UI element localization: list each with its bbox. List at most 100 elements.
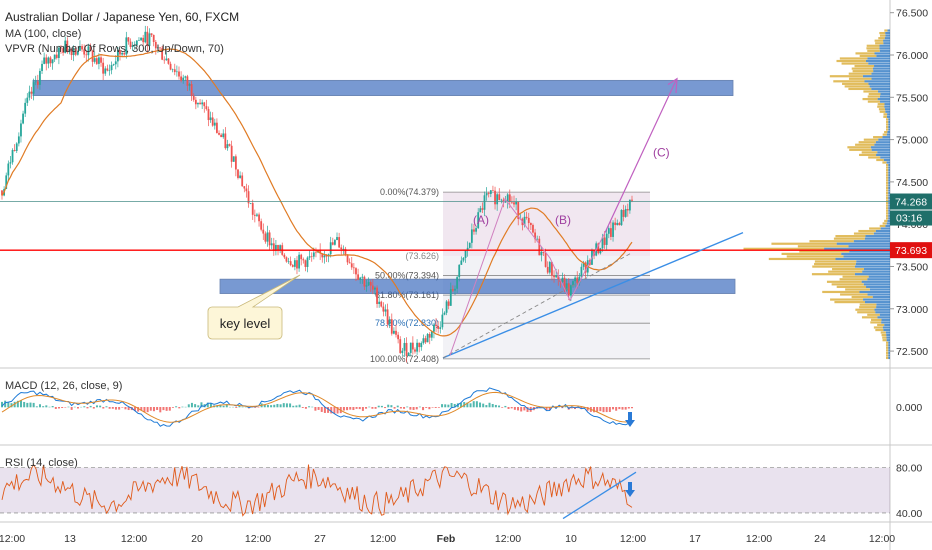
projection-arrow[interactable] — [604, 80, 677, 233]
macd-histogram-bar — [32, 402, 35, 408]
candle-body — [45, 57, 48, 64]
vpvr-bar — [886, 351, 889, 354]
macd-histogram-bar — [479, 402, 482, 408]
candle-body — [289, 261, 292, 266]
vpvr-bar — [886, 354, 889, 357]
vpvr-bar — [868, 275, 890, 278]
candle-body — [178, 71, 180, 77]
vpvr-bar — [888, 189, 890, 192]
fibonacci-retracement[interactable]: 0.00%(74.379) 50.00%(73.394) 61.80%(73.161… — [370, 187, 650, 364]
vpvr-bar — [888, 204, 890, 207]
vpvr-profile — [743, 29, 890, 360]
macd-histogram-bar — [73, 406, 76, 408]
macd-histogram-bar — [627, 407, 630, 409]
rsi-trendline[interactable] — [562, 471, 637, 520]
vpvr-bar — [884, 37, 890, 40]
candle-body — [321, 253, 324, 258]
candle-body — [319, 249, 322, 254]
vpvr-bar — [885, 110, 890, 113]
time-tick-label: 12:00 — [495, 533, 521, 545]
candle-body — [39, 70, 41, 85]
candle-body — [605, 233, 608, 245]
candle-body — [201, 102, 204, 105]
arrow-head — [667, 77, 678, 94]
price-tick-label: 73.000 — [896, 304, 928, 316]
candle-body — [513, 202, 515, 205]
vpvr-bar — [875, 42, 884, 45]
macd-histogram-bar — [621, 407, 624, 410]
candle-body — [338, 237, 341, 248]
candle-body — [540, 251, 543, 256]
macd-histogram-bar — [1, 401, 3, 408]
candle-body — [142, 37, 145, 43]
macd-histogram-bar — [333, 407, 336, 414]
candle-body — [569, 285, 572, 296]
candle-body — [150, 33, 153, 35]
vpvr-bar — [886, 212, 889, 215]
vpvr-bar — [870, 318, 882, 321]
vpvr-bar — [886, 196, 889, 200]
key-level-zone[interactable] — [219, 278, 736, 294]
macd-histogram-bar — [349, 407, 352, 410]
candle-body — [312, 252, 315, 257]
candle-body — [133, 45, 136, 46]
candle-body — [298, 254, 300, 269]
resistance-zone[interactable] — [32, 79, 734, 96]
candle-body — [251, 203, 254, 215]
vpvr-bar — [847, 146, 871, 149]
vpvr-bar — [868, 156, 881, 159]
vpvr-bar — [771, 242, 837, 245]
time-tick-label: 27 — [314, 533, 326, 545]
fib-level-label: 50.00%(73.394) — [375, 270, 439, 280]
wave-label-a: (A) — [473, 213, 489, 227]
candle-body — [287, 261, 290, 262]
vpvr-indicator-label: VPVR (Number Of Rows, 300, Up/Down, 70) — [5, 43, 224, 55]
vpvr-bar — [848, 87, 872, 91]
vpvr-bar — [873, 136, 883, 139]
vpvr-bar — [868, 62, 890, 65]
trendline[interactable] — [442, 231, 744, 359]
candle-body — [277, 245, 279, 250]
vpvr-bar — [883, 113, 888, 116]
candle-body — [74, 48, 77, 55]
vpvr-bar — [822, 290, 860, 294]
candle-body — [357, 274, 359, 280]
macd-histogram-bar — [282, 403, 285, 408]
candle-body — [291, 265, 294, 267]
vpvr-bar — [886, 179, 889, 182]
vpvr-bar — [873, 326, 883, 329]
vpvr-bar — [886, 334, 890, 337]
vpvr-bar — [883, 158, 890, 162]
macd-histogram-bar — [523, 407, 526, 411]
ma-indicator-label: MA (100, close) — [5, 28, 81, 40]
fib-level-label: 78.60%(72.830) — [375, 318, 439, 328]
macd-histogram-bar — [482, 403, 485, 408]
trendline-dashed[interactable] — [442, 253, 631, 359]
candle-body — [371, 285, 374, 290]
wave-label-b: (B) — [555, 213, 571, 227]
candle-body — [114, 61, 117, 65]
candle-body — [237, 169, 239, 178]
macd-histogram-bar — [488, 402, 491, 408]
vpvr-bar — [849, 148, 872, 151]
candle-body — [334, 240, 336, 245]
vpvr-bar — [879, 44, 890, 47]
candle-body — [348, 262, 351, 264]
vpvr-bar — [888, 120, 890, 124]
candle-body — [561, 277, 564, 283]
macd-histogram-bar — [428, 407, 431, 410]
macd-histogram-bar — [273, 404, 276, 408]
candle-body — [572, 281, 574, 286]
candle-body — [308, 256, 311, 258]
candle-body — [395, 330, 397, 335]
candle-body — [390, 319, 393, 334]
macd-histogram-bar — [86, 407, 89, 409]
vpvr-bar — [888, 191, 890, 195]
macd-histogram-bar — [159, 407, 162, 413]
macd-histogram-bar — [235, 407, 238, 408]
candle-body — [388, 319, 391, 325]
vpvr-bar — [887, 113, 890, 116]
vpvr-bar — [870, 146, 890, 149]
vpvr-bar — [836, 285, 867, 288]
candle-body — [159, 47, 161, 49]
